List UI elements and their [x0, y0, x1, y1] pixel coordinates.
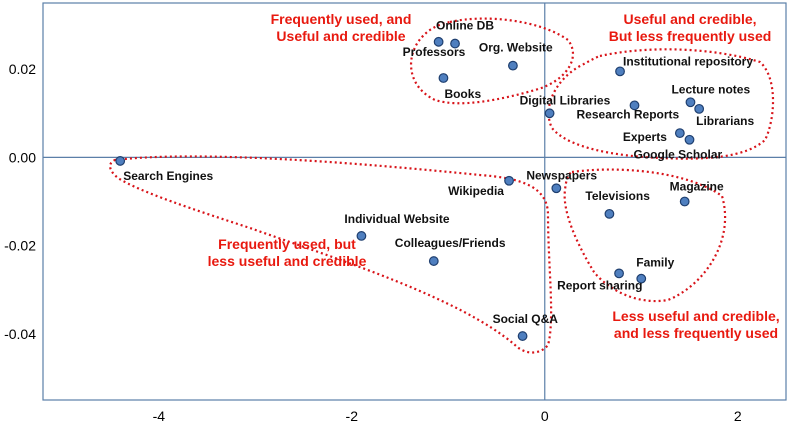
- data-point: [504, 175, 514, 186]
- cluster-outlines: [109, 17, 775, 354]
- cluster-less-useful-less-frequent: [563, 168, 727, 303]
- data-point: [684, 134, 695, 145]
- y-tick-label: -0.02: [4, 238, 36, 254]
- data-point: [679, 196, 690, 207]
- point-label: Librarians: [696, 114, 754, 128]
- plot-frame: [42, 2, 787, 401]
- point-label: Professors: [403, 45, 466, 59]
- annotation-line: But less frequently used: [609, 28, 772, 44]
- point-label: Digital Libraries: [520, 93, 611, 107]
- point-label: Experts: [623, 130, 667, 144]
- data-point: [508, 60, 518, 71]
- point-label: Report sharing: [557, 278, 642, 292]
- data-point: [433, 36, 444, 47]
- annotation-line: and less frequently used: [614, 325, 778, 341]
- point-label: Family: [636, 256, 674, 270]
- data-point: [685, 97, 696, 108]
- x-tick-label: -4: [153, 408, 166, 424]
- x-tick-label: 0: [541, 408, 549, 424]
- point-label: Search Engines: [123, 169, 213, 183]
- annotation-line: Useful and credible,: [623, 11, 756, 27]
- point-label: Org. Website: [479, 41, 553, 55]
- point-label: Research Reports: [577, 107, 680, 121]
- data-point: [428, 256, 439, 266]
- data-point: [450, 38, 460, 49]
- point-label: Books: [444, 87, 481, 101]
- quadrant-annotation: Useful and credible, But less frequently …: [609, 11, 772, 44]
- data-points: [115, 36, 705, 341]
- y-tick-label: -0.04: [4, 326, 36, 342]
- data-point: [615, 66, 625, 77]
- point-label: Colleagues/Friends: [395, 236, 506, 250]
- point-label: Institutional repository: [623, 54, 753, 68]
- point-label: Lecture notes: [671, 82, 750, 96]
- x-tick-label: 2: [734, 408, 742, 424]
- x-tick-label: -2: [346, 408, 359, 424]
- annotation-line: Frequently used, but: [218, 236, 356, 252]
- point-label: Individual Website: [344, 212, 449, 226]
- annotations: Frequently used, and Useful and credibleU…: [208, 11, 780, 341]
- point-label: Televisions: [585, 189, 650, 203]
- data-point: [629, 100, 640, 111]
- point-label: Newspapers: [526, 168, 597, 182]
- y-tick-label: 0.00: [9, 149, 36, 165]
- point-label: Wikipedia: [448, 184, 504, 198]
- y-tick-label: 0.02: [9, 61, 36, 77]
- annotation-line: Less useful and credible,: [612, 308, 779, 324]
- quadrant-annotation: Less useful and credible, and less freque…: [612, 308, 779, 341]
- point-label: Social Q&A: [493, 312, 559, 326]
- data-point: [356, 231, 367, 241]
- data-point: [517, 331, 528, 341]
- point-label: Online DB: [436, 19, 494, 33]
- axis-ticks: -4 -2 0 2 0.02 0.00 -0.02 -0.04: [4, 61, 742, 424]
- data-point: [674, 128, 685, 139]
- annotation-line: Frequently used, and: [271, 11, 412, 27]
- data-point: [614, 268, 624, 279]
- point-label: Magazine: [670, 180, 724, 194]
- data-point: [115, 156, 126, 166]
- data-point: [636, 273, 647, 284]
- annotation-line: less useful and credible: [208, 253, 367, 269]
- point-label: Google Scholar: [634, 148, 723, 162]
- quadrant-annotation: Frequently used, but less useful and cred…: [208, 236, 367, 269]
- annotation-line: Useful and credible: [276, 28, 405, 44]
- data-point: [544, 108, 555, 119]
- data-point: [694, 103, 705, 114]
- data-point: [438, 73, 449, 83]
- quadrant-annotation: Frequently used, and Useful and credible: [271, 11, 412, 44]
- data-point: [604, 208, 615, 219]
- data-point: [551, 183, 562, 194]
- data-labels: Online DB Org. Website Professors Books Inst…: [123, 19, 754, 326]
